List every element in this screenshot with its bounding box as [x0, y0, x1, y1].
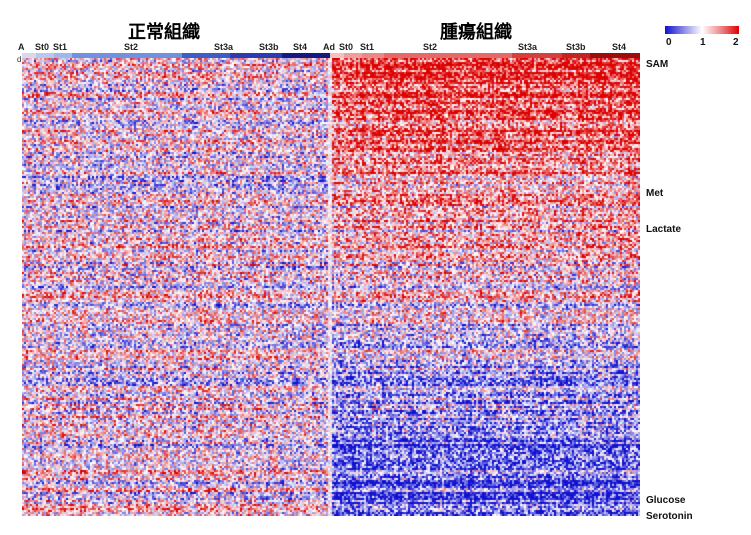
stage-label-normal-st4: St4	[293, 42, 308, 52]
stage-bar-tumor-st1	[362, 53, 384, 59]
color-scale-bar	[665, 26, 739, 34]
stage-label-tumor-st3a: St3a	[518, 42, 538, 52]
stage-label-tumor-st2: St2	[423, 42, 438, 52]
stage-label-tumor-st3b: St3b	[566, 42, 586, 52]
normal-tissue-title: 正常組織	[128, 22, 200, 43]
legend-tick-1: 1	[700, 37, 706, 48]
corner-mark: d	[17, 55, 22, 64]
legend-tick-2: 2	[733, 37, 739, 48]
row-label-serotonin: Serotonin	[646, 511, 693, 522]
row-label-met: Met	[646, 188, 664, 199]
stage-label-tumor-st4: St4	[612, 42, 627, 52]
heatmap-canvas	[22, 58, 640, 516]
row-label-sam: SAM	[646, 59, 669, 70]
stage-label-tumor-ad: Ad	[323, 42, 335, 52]
legend-tick-0: 0	[666, 37, 672, 48]
stage-bar-tumor-ad	[330, 53, 344, 59]
row-label-lactate: Lactate	[646, 224, 682, 235]
stage-label-normal-st2: St2	[124, 42, 139, 52]
stage-bar-tumor-st4	[590, 53, 640, 59]
stage-label-normal-st1: St1	[53, 42, 68, 52]
stage-bar-tumor-st0	[344, 53, 362, 59]
stage-label-tumor-st1: St1	[360, 42, 375, 52]
stage-bar-normal-st3a	[182, 53, 230, 59]
stage-bar-normal-st2	[72, 53, 182, 59]
stage-bar-normal-a	[22, 53, 36, 59]
stage-label-normal-st3b: St3b	[259, 42, 279, 52]
stage-label-normal-a: A	[18, 42, 25, 52]
stage-annotation-bar	[22, 53, 640, 59]
stage-bar-normal-st3b	[230, 53, 282, 59]
stage-bar-tumor-st2	[384, 53, 512, 59]
stage-bar-tumor-st3a	[512, 53, 562, 59]
stage-bar-normal-st4	[282, 53, 330, 59]
stage-label-normal-st3a: St3a	[214, 42, 234, 52]
stage-bar-normal-st0	[36, 53, 54, 59]
stage-label-normal-st0: St0	[35, 42, 50, 52]
stage-bar-tumor-st3b	[562, 53, 590, 59]
stage-bar-normal-st1	[54, 53, 72, 59]
row-label-glucose: Glucose	[646, 495, 686, 506]
tumor-tissue-title: 腫瘍組織	[440, 22, 512, 43]
stage-label-tumor-st0: St0	[339, 42, 354, 52]
